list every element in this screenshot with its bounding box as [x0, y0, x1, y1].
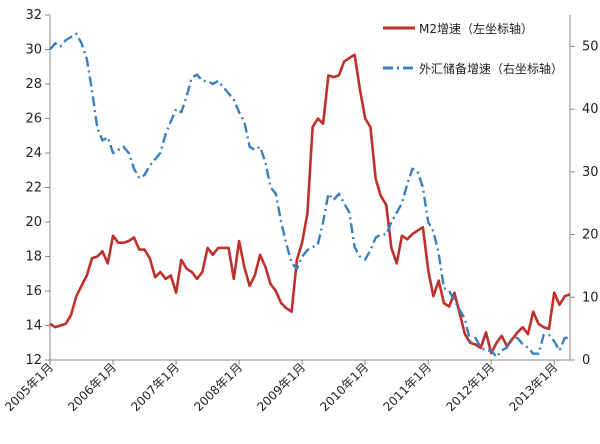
y-left-tick-label: 16	[25, 284, 42, 299]
y-right-tick-label: 40	[582, 102, 599, 117]
y-right-tick-label: 10	[582, 290, 599, 305]
y-left-tick-label: 28	[25, 77, 42, 92]
y-left-tick-label: 26	[25, 112, 42, 127]
x-tick-label: 2006年1月	[65, 360, 119, 414]
x-tick-label: 2011年1月	[380, 360, 434, 414]
y-right-tick-label: 30	[582, 165, 599, 180]
y-left-tick-label: 32	[25, 8, 42, 23]
x-tick-label: 2008年1月	[191, 360, 245, 414]
y-left-tick-label: 24	[25, 146, 42, 161]
x-tick-label: 2007年1月	[128, 360, 182, 414]
legend-label-m2: M2增速（左坐标轴）	[419, 21, 533, 36]
y-left-tick-label: 20	[25, 215, 42, 230]
y-left-tick-label: 14	[25, 319, 42, 334]
x-tick-label: 2013年1月	[506, 360, 560, 414]
x-tick-label: 2009年1月	[254, 360, 308, 414]
y-right-tick-label: 20	[582, 228, 599, 243]
legend-label-fx: 外汇储备增速（右坐标轴）	[419, 61, 563, 76]
y-left-tick-label: 22	[25, 181, 42, 196]
y-left-tick-label: 18	[25, 250, 42, 265]
x-tick-label: 2010年1月	[317, 360, 371, 414]
series-layer	[49, 32, 571, 359]
series-line-fx-reserve	[49, 32, 570, 359]
legend: M2增速（左坐标轴） 外汇储备增速（右坐标轴）	[383, 21, 563, 76]
series-line-m2	[49, 53, 571, 355]
x-tick-label: 2012年1月	[443, 360, 497, 414]
x-tick-label: 2005年1月	[2, 360, 56, 414]
y-left-tick-label: 30	[25, 43, 42, 58]
y-right-tick-label: 0	[582, 353, 590, 368]
y-left-tick-label: 12	[25, 353, 42, 368]
y-right-tick-label: 50	[582, 39, 599, 54]
